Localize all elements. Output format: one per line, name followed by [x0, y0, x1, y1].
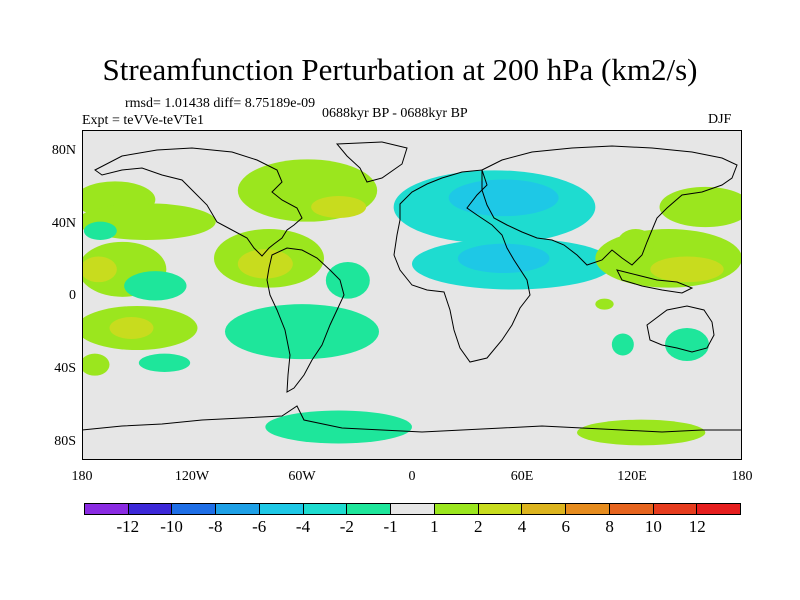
- colorbar-swatch-7: [391, 504, 435, 514]
- contour-region-9: [138, 353, 191, 372]
- lon-label-120e: 120E: [617, 469, 647, 484]
- colorbar-swatch-13: [653, 504, 698, 514]
- experiment-label: Expt = teVVe-teVTe1: [82, 113, 204, 128]
- coastline-maritime-continent: [616, 269, 694, 294]
- colorbar-label: 1: [430, 517, 439, 536]
- contour-region-11: [311, 196, 367, 218]
- lat-label-40n: 40N: [51, 216, 76, 231]
- colorbar-label: 6: [561, 517, 571, 536]
- coastline-africa-europe: [393, 169, 531, 363]
- map-background: [82, 130, 742, 460]
- contour-region-25: [611, 333, 634, 356]
- colorbar: [84, 503, 741, 515]
- lon-label-60w: 60W: [288, 469, 316, 484]
- coastlines: [82, 141, 742, 433]
- colorbar-label: -4: [295, 517, 311, 536]
- colorbar-swatch-14: [697, 504, 741, 514]
- coastline-greenland: [335, 141, 408, 183]
- colorbar-swatch-8: [434, 504, 479, 514]
- contour-region-8: [82, 353, 110, 376]
- contour-region-26: [665, 328, 709, 361]
- colorbar-swatch-0: [85, 504, 129, 514]
- colorbar-label: 4: [517, 517, 527, 536]
- colorbar-label: -1: [383, 517, 398, 536]
- lat-label-80n: 80N: [51, 143, 76, 158]
- contour-region-5: [124, 271, 187, 301]
- contour-region-14: [225, 304, 379, 360]
- coastline-south-america: [266, 247, 345, 393]
- lon-label-180w: 180: [71, 469, 93, 484]
- lat-label-40s: 40S: [54, 361, 76, 376]
- coastline-antarctica: [82, 405, 742, 433]
- map-frame: [82, 130, 742, 460]
- lat-label-0: 0: [69, 288, 76, 303]
- contour-region-13: [237, 249, 293, 279]
- colorbar-swatch-3: [216, 504, 260, 514]
- colorbar-swatch-10: [522, 504, 567, 514]
- contour-region-28: [595, 298, 614, 310]
- colorbar-label: -6: [252, 517, 267, 536]
- colorbar-label: 2: [473, 517, 483, 536]
- period-label: 0688kyr BP - 0688kyr BP: [322, 106, 468, 121]
- colorbar-label: 8: [605, 517, 614, 536]
- contour-region-20: [457, 243, 550, 273]
- coastline-australia: [646, 305, 715, 353]
- lat-label-80s: 80S: [54, 434, 76, 449]
- contour-region-24: [617, 229, 655, 259]
- colorbar-swatch-2: [172, 504, 217, 514]
- contour-region-27: [577, 419, 706, 446]
- colorbar-swatch-9: [478, 504, 523, 514]
- colorbar-swatch-4: [259, 504, 304, 514]
- colorbar-swatch-6: [347, 504, 392, 514]
- coastline-asia: [481, 145, 738, 266]
- chart-title: Streamfunction Perturbation at 200 hPa (…: [102, 52, 698, 87]
- contour-region-4: [83, 221, 117, 240]
- colorbar-label: -10: [160, 517, 183, 536]
- colorbar-label: 12: [688, 517, 706, 536]
- colorbar-swatch-1: [128, 504, 173, 514]
- lon-label-60e: 60E: [510, 469, 534, 484]
- streamfunction-map: [82, 130, 742, 460]
- colorbar-swatch-12: [609, 504, 654, 514]
- contour-region-7: [109, 317, 154, 339]
- map-panel: [82, 130, 742, 460]
- coastline-north-america: [94, 147, 303, 257]
- season-label: DJF: [708, 112, 732, 127]
- lon-label-0: 0: [408, 469, 416, 484]
- colorbar-label: -2: [339, 517, 354, 536]
- colorbar-label: 10: [644, 517, 662, 536]
- contour-region-15: [325, 262, 370, 299]
- contour-fills: [82, 159, 742, 446]
- colorbar-label: -12: [116, 517, 140, 536]
- lon-label-180e: 180: [731, 469, 753, 484]
- colorbar-swatch-11: [566, 504, 610, 514]
- colorbar-swatch-5: [303, 504, 348, 514]
- contour-region-22: [650, 256, 724, 283]
- contour-region-3: [82, 256, 117, 283]
- lon-label-120w: 120W: [174, 469, 210, 484]
- contour-region-18: [448, 179, 559, 217]
- stats-text: rmsd= 1.01438 diff= 8.75189e-09: [125, 96, 316, 111]
- colorbar-label: -8: [208, 517, 223, 536]
